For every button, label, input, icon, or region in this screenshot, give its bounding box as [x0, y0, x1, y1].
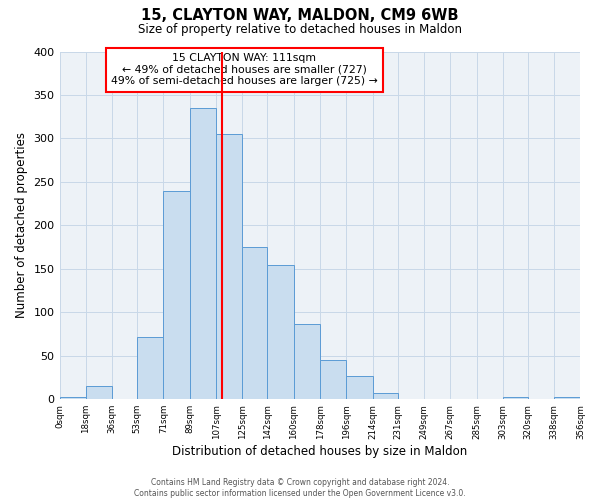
Bar	[86, 386, 112, 399]
Bar	[137, 336, 163, 399]
Bar	[554, 396, 580, 399]
Text: Size of property relative to detached houses in Maldon: Size of property relative to detached ho…	[138, 22, 462, 36]
Bar	[320, 360, 346, 399]
Bar	[268, 266, 293, 399]
Text: 15, CLAYTON WAY, MALDON, CM9 6WB: 15, CLAYTON WAY, MALDON, CM9 6WB	[141, 8, 459, 22]
Y-axis label: Number of detached properties: Number of detached properties	[15, 132, 28, 318]
Bar	[503, 396, 528, 399]
Bar	[190, 108, 216, 399]
Bar	[163, 190, 190, 399]
Bar	[216, 134, 242, 399]
Bar	[242, 247, 268, 399]
Bar	[293, 324, 320, 399]
Text: 15 CLAYTON WAY: 111sqm
← 49% of detached houses are smaller (727)
49% of semi-de: 15 CLAYTON WAY: 111sqm ← 49% of detached…	[111, 53, 378, 86]
Bar	[346, 376, 373, 399]
Bar	[59, 396, 86, 399]
Text: Contains HM Land Registry data © Crown copyright and database right 2024.
Contai: Contains HM Land Registry data © Crown c…	[134, 478, 466, 498]
X-axis label: Distribution of detached houses by size in Maldon: Distribution of detached houses by size …	[172, 444, 467, 458]
Bar	[373, 393, 398, 399]
